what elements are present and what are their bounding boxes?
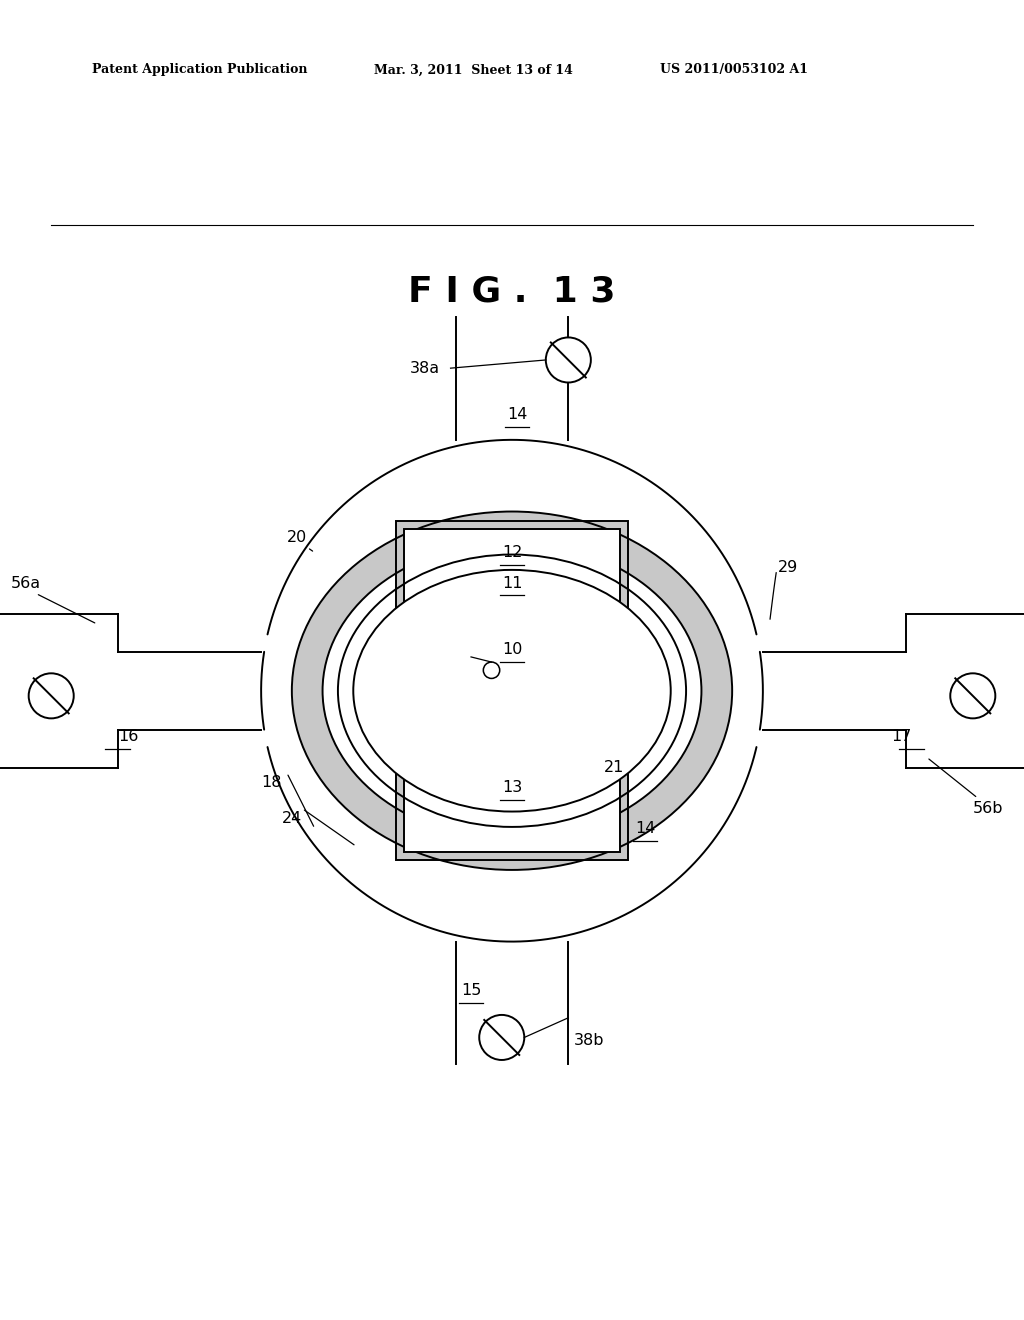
Bar: [396, 756, 628, 861]
Ellipse shape: [323, 543, 701, 840]
Text: US 2011/0053102 A1: US 2011/0053102 A1: [660, 63, 809, 77]
Bar: [396, 521, 628, 624]
Bar: [404, 529, 620, 616]
Text: 13: 13: [502, 780, 522, 796]
Bar: [404, 529, 620, 616]
Bar: [396, 756, 628, 861]
Bar: [404, 766, 620, 851]
Text: F I G .  1 3: F I G . 1 3: [409, 275, 615, 309]
Bar: [404, 766, 620, 851]
Text: 12: 12: [502, 545, 522, 560]
Circle shape: [263, 442, 761, 940]
Text: 38a: 38a: [410, 360, 440, 376]
Text: 11: 11: [502, 576, 522, 591]
Bar: [396, 521, 628, 624]
Text: Mar. 3, 2011  Sheet 13 of 14: Mar. 3, 2011 Sheet 13 of 14: [374, 63, 572, 77]
Circle shape: [950, 673, 995, 718]
Text: 24: 24: [282, 812, 302, 826]
Text: 15: 15: [461, 983, 481, 998]
Circle shape: [483, 663, 500, 678]
Ellipse shape: [353, 570, 671, 812]
Circle shape: [479, 1015, 524, 1060]
Text: Patent Application Publication: Patent Application Publication: [92, 63, 307, 77]
Text: 17: 17: [891, 729, 911, 744]
Text: 16: 16: [118, 729, 138, 744]
Text: 10: 10: [502, 643, 522, 657]
Text: 21: 21: [604, 760, 625, 775]
Text: 20: 20: [287, 529, 307, 545]
Ellipse shape: [292, 512, 732, 870]
Text: 38b: 38b: [573, 1034, 604, 1048]
Text: 14: 14: [635, 821, 655, 837]
Text: 56b: 56b: [973, 801, 1004, 816]
Circle shape: [29, 673, 74, 718]
Circle shape: [546, 338, 591, 383]
Text: 18: 18: [261, 775, 282, 791]
Text: 56a: 56a: [10, 576, 41, 591]
Text: 29: 29: [778, 560, 799, 576]
Text: 14: 14: [507, 407, 527, 422]
